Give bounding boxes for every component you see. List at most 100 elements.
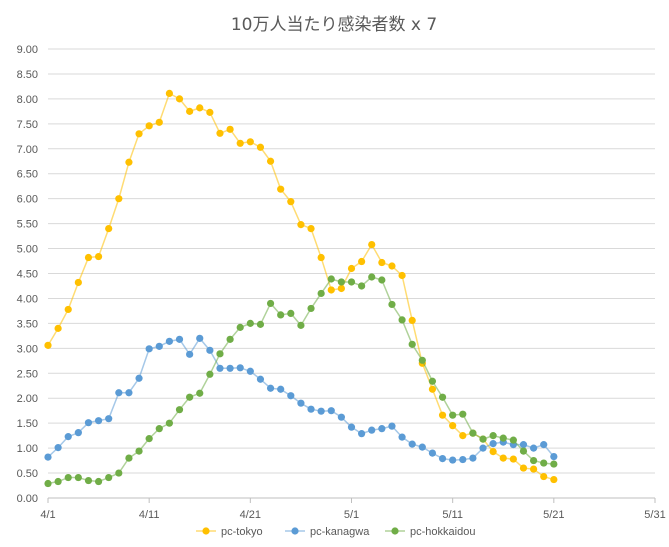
data-point (287, 198, 295, 206)
data-point (266, 384, 275, 392)
data-point (186, 350, 194, 358)
data-point (266, 157, 275, 165)
data-point (378, 425, 386, 433)
series-line (47, 337, 555, 461)
data-point (489, 440, 497, 448)
data-point (449, 411, 457, 419)
data-point (44, 453, 52, 461)
data-point (54, 477, 62, 486)
data-point (368, 240, 376, 249)
data-point (287, 392, 295, 400)
legend-marker-swatch (202, 527, 210, 535)
data-point (145, 345, 153, 353)
data-point (206, 346, 214, 354)
data-point (337, 413, 345, 421)
legend-label: pc-tokyo (221, 526, 263, 538)
data-point (277, 185, 285, 193)
data-point (125, 389, 133, 397)
data-point (368, 426, 376, 434)
data-point (489, 432, 497, 440)
data-point (408, 316, 416, 324)
data-point (277, 385, 285, 393)
gridlines (48, 48, 655, 499)
data-point (287, 309, 295, 318)
legend-item-pc-tokyo: pc-tokyo (196, 526, 263, 538)
data-point (459, 455, 467, 464)
data-point (540, 441, 548, 449)
data-point (165, 419, 173, 427)
data-point (519, 464, 528, 472)
data-point (94, 252, 103, 261)
x-tick-label: 5/1 (344, 509, 359, 521)
data-point (64, 305, 72, 314)
x-tick-label: 5/11 (442, 509, 463, 521)
data-point (459, 432, 467, 440)
data-point (145, 122, 153, 130)
data-point (388, 422, 396, 430)
data-point (509, 436, 517, 444)
data-point (418, 356, 426, 364)
data-point (115, 389, 123, 397)
data-point (145, 435, 153, 443)
data-point (135, 130, 143, 138)
x-tick-label: 4/11 (139, 509, 160, 521)
legend: pc-tokyo pc-kanagwa pc-hokkaidou (196, 526, 475, 538)
data-point (64, 433, 72, 441)
y-tick-label: 7.50 (17, 119, 38, 131)
data-point (550, 452, 558, 461)
data-point (105, 225, 113, 233)
data-point (64, 473, 72, 482)
data-point (489, 448, 497, 456)
data-point (196, 334, 204, 342)
data-point (54, 324, 62, 332)
data-point (327, 407, 335, 415)
data-point (135, 447, 143, 455)
data-point (428, 377, 437, 385)
y-tick-label: 3.00 (17, 343, 38, 355)
data-point (216, 129, 224, 137)
data-point (226, 335, 234, 343)
data-point (297, 321, 305, 329)
data-point (438, 411, 447, 419)
data-point (408, 440, 416, 448)
data-point (530, 456, 538, 465)
data-point (358, 257, 366, 266)
data-point (550, 460, 558, 468)
data-point (327, 286, 335, 294)
legend-item-pc-hokkaidou: pc-hokkaidou (385, 526, 475, 538)
y-tick-label: 9.00 (17, 44, 38, 56)
data-point (256, 375, 265, 383)
data-point (449, 456, 457, 464)
data-point (226, 364, 234, 372)
data-point (236, 364, 244, 372)
data-point (246, 138, 254, 146)
data-point (297, 399, 305, 407)
data-point (438, 454, 447, 463)
y-tick-label: 3.50 (17, 318, 38, 330)
y-tick-label: 5.50 (17, 219, 38, 231)
data-point (449, 422, 457, 430)
data-point (469, 429, 477, 437)
data-point (469, 454, 477, 462)
data-point (246, 367, 254, 375)
legend-label: pc-hokkaidou (410, 526, 475, 538)
data-point (155, 342, 163, 350)
data-point (196, 389, 204, 397)
data-point (74, 278, 82, 287)
data-point (307, 405, 315, 413)
data-point (347, 264, 356, 273)
data-point (428, 449, 437, 457)
y-tick-label: 5.00 (17, 244, 38, 256)
data-point (256, 320, 265, 328)
data-point (519, 441, 528, 449)
data-point (165, 89, 173, 98)
y-tick-label: 1.50 (17, 418, 38, 430)
data-point (105, 473, 113, 482)
data-point (115, 195, 123, 203)
data-point (388, 262, 396, 270)
data-point (408, 340, 416, 348)
y-tick-label: 6.00 (17, 194, 38, 206)
data-point (327, 275, 335, 283)
data-point (297, 221, 305, 229)
